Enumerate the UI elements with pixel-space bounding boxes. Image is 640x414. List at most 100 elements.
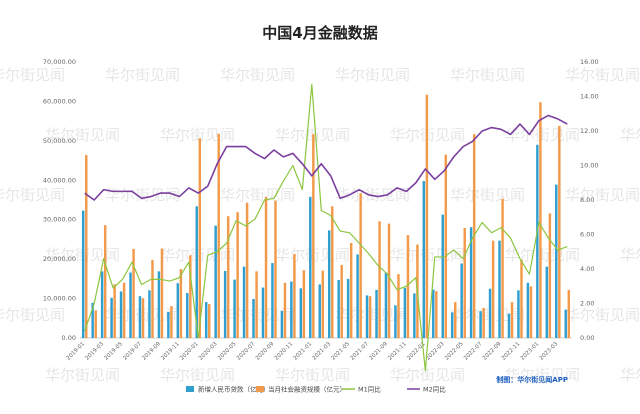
bar-loan	[214, 225, 217, 338]
bar-loan	[479, 311, 482, 338]
legend-swatch	[256, 386, 264, 392]
x-tick-label: 2023-01	[520, 341, 540, 361]
bar-tsf	[245, 202, 249, 338]
bar-loan	[327, 230, 331, 338]
bar-loan	[365, 295, 369, 338]
x-tick-label: 2021-03	[312, 341, 333, 362]
y-left-tick-label: 30,000.00	[43, 216, 76, 224]
bar-loan	[223, 270, 227, 338]
x-tick-label: 2021-01	[293, 341, 313, 361]
bar-tsf	[349, 242, 353, 338]
bar-loan	[356, 254, 359, 338]
y-left-tick-label: 40,000.00	[43, 176, 76, 184]
x-tick-label: 2021-11	[387, 341, 407, 361]
bar-loan	[517, 290, 520, 338]
x-tick-label: 2019-09	[141, 341, 162, 362]
bar-loan	[204, 302, 208, 338]
bar-loan	[450, 312, 454, 338]
bar-tsf	[482, 308, 485, 338]
watermark-text: 华尔街见闻	[505, 126, 580, 144]
bar-tsf	[529, 286, 533, 338]
bar-tsf	[397, 274, 400, 338]
legend-label: 当月社会融资规模（亿元）	[268, 385, 346, 394]
bar-loan	[242, 266, 246, 338]
bar-tsf	[236, 212, 239, 338]
watermark-text: 华尔街见闻	[160, 126, 235, 144]
bar-tsf	[368, 296, 372, 338]
watermark-text: 华尔街见闻	[0, 306, 65, 324]
bar-loan	[309, 196, 312, 338]
bar-loan	[441, 214, 444, 338]
chart-title: 中国4月金融数据	[262, 24, 377, 42]
line-series-group	[84, 83, 568, 372]
x-tick-label: 2019-01	[66, 341, 86, 361]
bar-loan	[186, 293, 189, 338]
bar-tsf	[558, 125, 561, 338]
bar-series-group	[81, 94, 571, 339]
x-tick-label: 2019-05	[103, 341, 124, 362]
watermark-text: 华尔街见闻	[620, 246, 640, 264]
legend-item: M2同比	[407, 385, 446, 394]
watermark-text: 华尔街见闻	[105, 66, 180, 84]
bar-tsf	[312, 134, 315, 338]
bar-loan	[432, 289, 435, 338]
bar-tsf	[274, 200, 277, 338]
bar-loan	[394, 305, 397, 338]
bar-loan	[176, 283, 180, 338]
x-tick-label: 2021-09	[368, 341, 389, 362]
bar-tsf	[321, 270, 325, 338]
x-tick-label: 2022-07	[463, 341, 484, 362]
x-tick-label: 2021-05	[331, 341, 352, 362]
legend-item: 新增人民币贷款（亿元）	[186, 385, 270, 394]
bar-loan	[148, 290, 151, 338]
watermark-text: 华尔街见闻	[0, 186, 65, 204]
bar-loan	[138, 296, 142, 338]
y-right-tick-label: 2.00	[580, 300, 594, 308]
x-tick-label: 2020-11	[274, 341, 294, 361]
watermark-text: 华尔街见闻	[450, 186, 525, 204]
watermark-text: 华尔街见闻	[45, 366, 120, 384]
watermark-text: 华尔街见闻	[505, 246, 580, 264]
bar-loan	[488, 288, 492, 338]
bar-tsf	[454, 302, 457, 338]
watermark-text: 华尔街见闻	[450, 306, 525, 324]
bar-tsf	[539, 102, 542, 339]
bar-tsf	[548, 213, 552, 338]
legend: 新增人民币贷款（亿元）当月社会融资规模（亿元） M1同比 M2同比	[186, 385, 446, 394]
bar-loan	[469, 227, 473, 338]
bar-loan	[498, 240, 501, 338]
x-tick-label: 2022-05	[444, 341, 465, 362]
bar-tsf	[217, 133, 220, 338]
bar-loan	[157, 271, 161, 338]
line-m1	[84, 83, 568, 372]
bar-loan	[119, 291, 123, 338]
bar-loan	[536, 144, 539, 338]
y-right-tick-label: 6.00	[580, 231, 594, 239]
bar-tsf	[103, 225, 107, 338]
bar-tsf	[170, 306, 173, 338]
y-left-tick-label: 0.00	[62, 334, 76, 342]
y-left-tick-label: 20,000.00	[43, 255, 76, 263]
bar-tsf	[567, 289, 571, 338]
bar-loan	[526, 282, 530, 338]
x-tick-label: 2019-03	[85, 341, 106, 362]
bar-loan	[422, 181, 426, 338]
bar-loan	[252, 298, 255, 338]
x-tick-label: 2020-07	[236, 341, 257, 362]
watermark-text: 华尔街见闻	[105, 186, 180, 204]
bar-tsf	[501, 198, 504, 338]
bar-loan	[195, 206, 198, 338]
bar-loan	[271, 263, 274, 338]
bar-tsf	[132, 248, 135, 338]
bar-loan	[403, 287, 407, 338]
y-right-tick-label: 8.00	[580, 196, 594, 204]
bar-loan	[346, 278, 350, 338]
bar-loan	[318, 284, 321, 338]
watermark-text: 华尔街见闻	[0, 66, 65, 84]
bar-loan	[299, 288, 303, 338]
bar-tsf	[94, 310, 97, 338]
bar-loan	[507, 313, 511, 338]
bar-loan	[564, 309, 567, 338]
bar-loan	[81, 210, 85, 338]
bar-tsf	[113, 284, 116, 338]
